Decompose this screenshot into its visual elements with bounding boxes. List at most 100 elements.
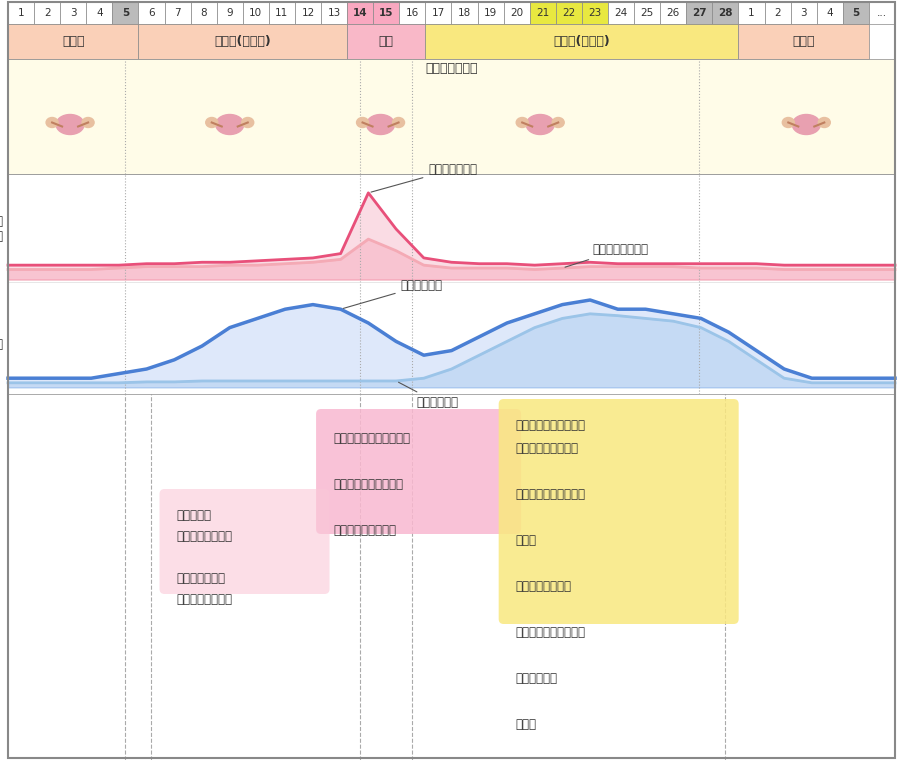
Bar bbox=[503, 2, 529, 24]
Text: 月経期: 月経期 bbox=[792, 35, 814, 48]
Text: 23: 23 bbox=[588, 8, 601, 18]
Bar bbox=[8, 59, 894, 174]
Bar bbox=[373, 2, 399, 24]
Text: 卵胞刺激ホルモン: 卵胞刺激ホルモン bbox=[565, 243, 648, 268]
Text: 増殖期(卵胞期): 増殖期(卵胞期) bbox=[214, 35, 271, 48]
Text: 卵巣と子宮内膜: 卵巣と子宮内膜 bbox=[425, 62, 477, 75]
Text: 15: 15 bbox=[379, 8, 393, 18]
Ellipse shape bbox=[82, 118, 94, 128]
Text: 12: 12 bbox=[301, 8, 314, 18]
Text: 2: 2 bbox=[44, 8, 51, 18]
Text: 3: 3 bbox=[799, 8, 806, 18]
Bar bbox=[190, 2, 216, 24]
Text: 4: 4 bbox=[96, 8, 103, 18]
Ellipse shape bbox=[817, 118, 829, 128]
Bar bbox=[738, 24, 868, 59]
Bar bbox=[659, 2, 686, 24]
Ellipse shape bbox=[366, 115, 394, 135]
Ellipse shape bbox=[781, 118, 794, 128]
Bar bbox=[8, 2, 34, 24]
Bar bbox=[868, 2, 894, 24]
Text: 28: 28 bbox=[717, 8, 732, 18]
Text: 10: 10 bbox=[249, 8, 262, 18]
Text: ・おりものの量が増える

・生理痛のような痛み

・生理のような出血: ・おりものの量が増える ・生理痛のような痛み ・生理のような出血 bbox=[333, 432, 410, 537]
Text: 9: 9 bbox=[226, 8, 233, 18]
Text: 14: 14 bbox=[353, 8, 367, 18]
Bar bbox=[164, 2, 190, 24]
Ellipse shape bbox=[242, 118, 253, 128]
Text: 2: 2 bbox=[773, 8, 780, 18]
Text: 13: 13 bbox=[327, 8, 340, 18]
Text: 11: 11 bbox=[275, 8, 289, 18]
Text: 黄体ホルモン: 黄体ホルモン bbox=[398, 382, 457, 409]
Text: 1: 1 bbox=[18, 8, 24, 18]
Bar bbox=[607, 2, 633, 24]
Text: 16: 16 bbox=[405, 8, 419, 18]
Text: 21: 21 bbox=[536, 8, 548, 18]
Bar bbox=[346, 2, 373, 24]
Text: 1: 1 bbox=[748, 8, 754, 18]
FancyBboxPatch shape bbox=[498, 399, 738, 624]
Bar bbox=[764, 2, 790, 24]
Ellipse shape bbox=[216, 115, 244, 135]
Bar bbox=[112, 2, 138, 24]
Text: 27: 27 bbox=[691, 8, 706, 18]
Text: 5: 5 bbox=[851, 8, 859, 18]
Bar bbox=[60, 2, 87, 24]
FancyBboxPatch shape bbox=[160, 489, 329, 594]
Text: 25: 25 bbox=[640, 8, 653, 18]
Bar bbox=[815, 2, 842, 24]
Text: 3: 3 bbox=[69, 8, 77, 18]
Text: 17: 17 bbox=[431, 8, 445, 18]
Text: 4: 4 bbox=[825, 8, 833, 18]
Bar bbox=[8, 174, 894, 394]
Text: 24: 24 bbox=[613, 8, 627, 18]
Ellipse shape bbox=[526, 115, 554, 135]
Text: 8: 8 bbox=[200, 8, 207, 18]
Bar bbox=[712, 2, 738, 24]
Text: 19: 19 bbox=[483, 8, 497, 18]
Text: 下垂体から分泌
されるホルモン: 下垂体から分泌 されるホルモン bbox=[0, 215, 3, 243]
Text: 卵巣から分泌
されるホルモン: 卵巣から分泌 されるホルモン bbox=[0, 323, 3, 351]
Text: ・乳房が張る、痛む、
　乳首が敏感になる

・頭痛、肩こり、腰痛

・下痢

・ニキビ、肌あれ

・イライラ、憂うつ感

・不眠、眠気

・過食: ・乳房が張る、痛む、 乳首が敏感になる ・頭痛、肩こり、腰痛 ・下痢 ・ニキビ、… bbox=[515, 419, 585, 731]
Text: 20: 20 bbox=[510, 8, 522, 18]
FancyBboxPatch shape bbox=[316, 409, 520, 534]
Text: 卵胞ホルモン: 卵胞ホルモン bbox=[343, 279, 442, 309]
Text: 黄体化ホルモン: 黄体化ホルモン bbox=[371, 163, 477, 192]
Bar bbox=[216, 2, 243, 24]
Bar bbox=[529, 2, 556, 24]
Bar bbox=[842, 2, 868, 24]
Bar bbox=[399, 2, 425, 24]
Ellipse shape bbox=[206, 118, 217, 128]
Bar bbox=[269, 2, 295, 24]
Text: 5: 5 bbox=[122, 8, 129, 18]
Bar bbox=[8, 24, 138, 59]
Bar bbox=[243, 2, 269, 24]
Text: 6: 6 bbox=[148, 8, 154, 18]
Text: 22: 22 bbox=[562, 8, 575, 18]
Text: ・肌や髪、
　ココロが絶好調

・ダイエットの
　効果も出やすい: ・肌や髪、 ココロが絶好調 ・ダイエットの 効果も出やすい bbox=[176, 509, 233, 606]
Bar bbox=[556, 2, 581, 24]
Bar bbox=[451, 2, 477, 24]
Ellipse shape bbox=[356, 118, 368, 128]
Bar bbox=[34, 2, 60, 24]
Bar bbox=[346, 24, 425, 59]
Bar bbox=[425, 2, 451, 24]
Text: 26: 26 bbox=[666, 8, 679, 18]
Bar bbox=[633, 2, 659, 24]
Bar bbox=[295, 2, 321, 24]
Ellipse shape bbox=[46, 118, 58, 128]
Text: 月経期: 月経期 bbox=[62, 35, 85, 48]
Bar bbox=[138, 24, 346, 59]
Bar bbox=[790, 2, 815, 24]
Bar bbox=[87, 2, 112, 24]
Bar bbox=[738, 2, 764, 24]
Ellipse shape bbox=[791, 115, 819, 135]
Bar bbox=[686, 2, 712, 24]
Bar bbox=[477, 2, 503, 24]
Text: ...: ... bbox=[876, 8, 886, 18]
Ellipse shape bbox=[552, 118, 564, 128]
Ellipse shape bbox=[56, 115, 84, 135]
Ellipse shape bbox=[392, 118, 404, 128]
Ellipse shape bbox=[516, 118, 528, 128]
